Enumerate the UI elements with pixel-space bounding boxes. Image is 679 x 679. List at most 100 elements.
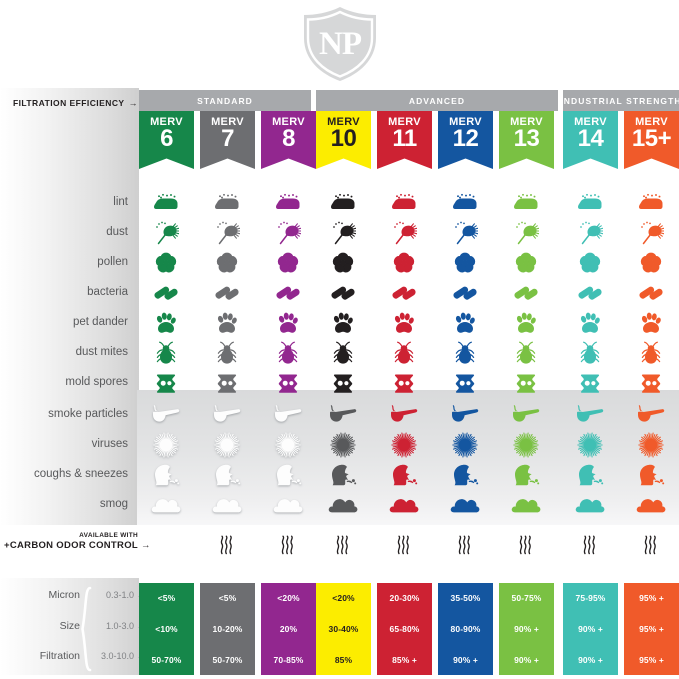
sneezing-head-icon: [145, 460, 187, 490]
efficiency-value-size: 80-90%: [450, 623, 481, 634]
carbon-odor-control-label: AVAILABLE WITH +CARBON ODOR CONTROL →: [4, 532, 151, 551]
mold-spore-icon: [206, 368, 248, 398]
mold-spore-icon: [267, 368, 309, 398]
efficiency-value-size: 90% +: [514, 623, 539, 634]
merv-banner-7[interactable]: MERV 7: [200, 111, 255, 169]
efficiency-value-size: 90% +: [578, 623, 603, 634]
merv-number: 11: [392, 125, 417, 152]
sneezing-head-icon: [383, 460, 425, 490]
merv-banner-12[interactable]: MERV 12: [438, 111, 493, 169]
merv-banner-15plus[interactable]: MERV 15+: [624, 111, 679, 169]
row-label-smog: smog: [99, 498, 128, 510]
pollen-flower-icon: [444, 248, 486, 278]
pollen-flower-icon: [569, 248, 611, 278]
efficiency-value-filtration: 90% +: [514, 654, 539, 665]
efficiency-value-filtration: 95% +: [639, 654, 664, 665]
merv-number: 12: [452, 125, 479, 152]
row-label-bacteria: bacteria: [87, 286, 128, 298]
efficiency-value-filtration: 85% +: [392, 654, 417, 665]
merv-banner-10[interactable]: MERV 10: [316, 111, 371, 169]
smog-cloud-icon: [444, 490, 486, 520]
particle-range-filtration: 3.0-10.0: [100, 651, 134, 662]
efficiency-value-size: 95% +: [639, 623, 664, 634]
merv-word: MERV: [635, 116, 668, 128]
merv-banner-14[interactable]: MERV 14: [563, 111, 618, 169]
smog-cloud-icon: [145, 490, 187, 520]
efficiency-value-micron: <20%: [332, 593, 355, 604]
smoking-pipe-icon: [630, 400, 672, 430]
merv-number: 13: [513, 125, 540, 152]
pollen-flower-icon: [505, 248, 547, 278]
particle-range-micron: 0.3-1.0: [105, 590, 134, 600]
row-label-dust: dust: [106, 226, 128, 238]
odor-line-2-text: +CARBON ODOR CONTROL: [4, 540, 138, 551]
efficiency-value-micron: <5%: [218, 593, 237, 604]
lint-icon: [206, 188, 248, 218]
category-bar-advanced: ADVANCED: [316, 90, 558, 111]
mold-spore-icon: [383, 368, 425, 398]
merv-banner-11[interactable]: MERV 11: [377, 111, 432, 169]
pollen-flower-icon: [206, 248, 248, 278]
merv-word: MERV: [449, 116, 482, 128]
row-label-pollen: pollen: [97, 256, 128, 268]
mold-spore-icon: [322, 368, 364, 398]
sneezing-head-icon: [206, 460, 248, 490]
merv-word: MERV: [327, 116, 360, 128]
row-label-coughs-sneezes: coughs & sneezes: [34, 468, 128, 480]
smoking-pipe-icon: [444, 400, 486, 430]
efficiency-value-filtration: 90% +: [578, 654, 603, 665]
efficiency-value-filtration: 85%: [334, 654, 353, 665]
dust-duster-icon: [383, 218, 425, 248]
mold-spore-icon: [569, 368, 611, 398]
mold-spore-icon: [630, 368, 672, 398]
efficiency-value-micron: <20%: [277, 593, 300, 604]
category-label: ADVANCED: [408, 95, 466, 106]
paw-print-icon: [569, 308, 611, 338]
category-bar-industrial-strength: INDUSTRIAL STRENGTH: [560, 90, 679, 111]
dust-duster-icon: [206, 218, 248, 248]
dust-mite-bug-icon: [206, 338, 248, 368]
merv-banner-6[interactable]: MERV 6: [139, 111, 194, 169]
merv-banner-13[interactable]: MERV 13: [499, 111, 554, 169]
sneezing-head-icon: [505, 460, 547, 490]
paw-print-icon: [383, 308, 425, 338]
dust-duster-icon: [505, 218, 547, 248]
particle-metric-size: Size: [59, 619, 80, 632]
dust-duster-icon: [145, 218, 187, 248]
merv-number: 14: [577, 125, 604, 152]
virus-burst-icon: [505, 430, 547, 460]
smog-cloud-icon: [505, 490, 547, 520]
merv-word: MERV: [150, 116, 183, 128]
merv-word: MERV: [211, 116, 244, 128]
pollen-flower-icon: [630, 248, 672, 278]
merv-number: 10: [330, 125, 357, 152]
efficiency-value-micron: 75-95%: [575, 593, 606, 604]
mold-spore-icon: [444, 368, 486, 398]
virus-burst-icon: [145, 430, 187, 460]
merv-number: 7: [221, 125, 234, 152]
merv-word: MERV: [388, 116, 421, 128]
smoking-pipe-icon: [145, 400, 187, 430]
bacteria-rod-icon: [505, 278, 547, 308]
mold-spore-icon: [145, 368, 187, 398]
efficiency-column-merv-7: <5% 10-20% 50-70%: [200, 583, 255, 675]
merv-banner-8[interactable]: MERV 8: [261, 111, 316, 169]
efficiency-value-size: 65-80%: [389, 623, 420, 634]
bacteria-rod-icon: [206, 278, 248, 308]
row-label-mold-spores: mold spores: [65, 376, 128, 388]
odor-waves-icon: [206, 534, 248, 556]
smoking-pipe-icon: [505, 400, 547, 430]
dust-duster-icon: [267, 218, 309, 248]
efficiency-value-size: 10-20%: [212, 623, 243, 634]
row-label-lint: lint: [113, 196, 128, 208]
efficiency-column-merv-11: 20-30% 65-80% 85% +: [377, 583, 432, 675]
svg-text:NP: NP: [319, 26, 362, 62]
dust-mite-bug-icon: [505, 338, 547, 368]
sneezing-head-icon: [569, 460, 611, 490]
mold-spore-icon: [505, 368, 547, 398]
odor-waves-icon: [383, 534, 425, 556]
efficiency-value-micron: <5%: [157, 593, 176, 604]
lint-icon: [145, 188, 187, 218]
bacteria-rod-icon: [322, 278, 364, 308]
